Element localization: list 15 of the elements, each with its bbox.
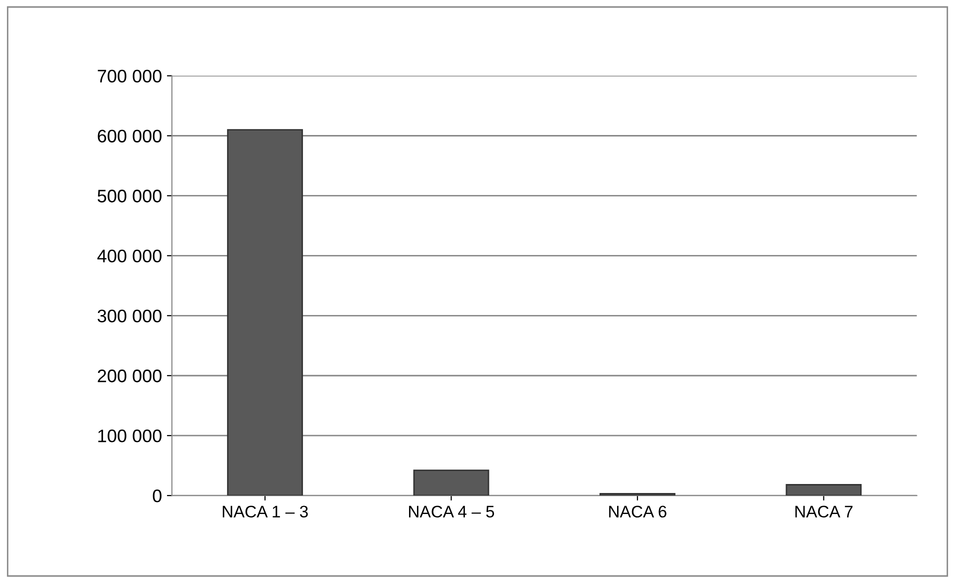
y-tick-label: 700 000	[98, 70, 162, 83]
bar	[227, 129, 303, 496]
y-tick-label: 0	[152, 489, 162, 502]
x-tick-label: NACA 6	[609, 506, 666, 518]
y-tick-label: 100 000	[98, 430, 162, 442]
bar	[786, 484, 862, 496]
x-tick-label: NACA 4 – 5	[409, 506, 494, 518]
y-tick-label: 500 000	[98, 190, 162, 202]
bar	[413, 470, 490, 496]
y-tick-label: 200 000	[98, 370, 162, 382]
x-tick-label: NACA 1 – 3	[222, 506, 308, 518]
x-tick-label: NACA 7	[795, 506, 852, 518]
y-tick-label: 400 000	[97, 250, 162, 262]
y-tick-label: 600 000	[98, 130, 162, 142]
y-tick-label: 300 000	[98, 310, 162, 322]
